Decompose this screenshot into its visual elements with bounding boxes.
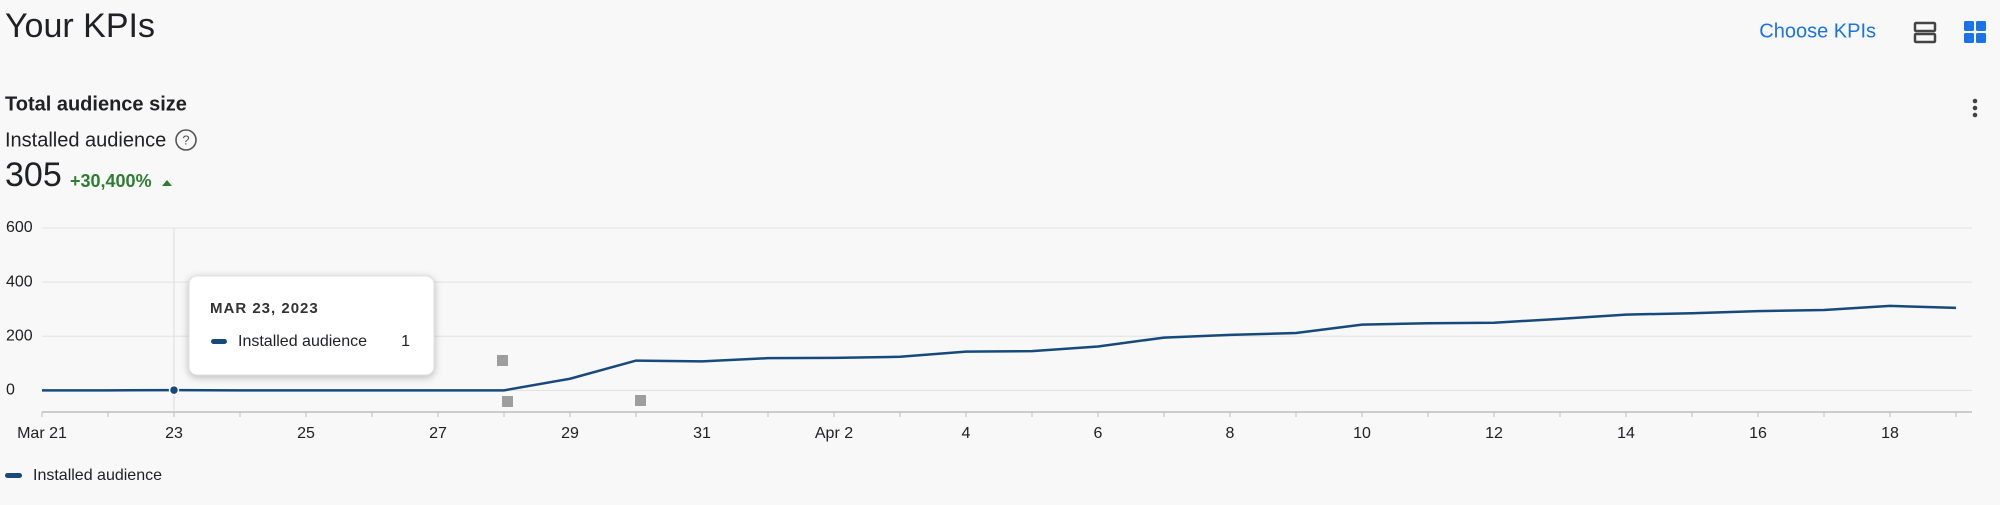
x-tick-label: 12 [1485, 425, 1503, 442]
help-icon[interactable]: ? [175, 129, 197, 151]
x-tick-label: 25 [297, 425, 315, 442]
x-tick-label: 4 [962, 425, 971, 442]
x-tick-label: 6 [1094, 425, 1103, 442]
card-title: Total audience size [5, 93, 187, 115]
tooltip: MAR 23, 2023 Installed audience 1 [188, 275, 435, 376]
x-tick-label: Mar 21 [17, 425, 67, 442]
x-tick-label: 8 [1226, 425, 1235, 442]
tooltip-swatch [211, 339, 227, 344]
list-view-icon[interactable] [1913, 21, 1937, 44]
x-tick-label: Apr 2 [815, 425, 853, 442]
y-tick-label: 600 [6, 219, 33, 236]
annotation-marker[interactable] [497, 355, 508, 366]
y-tick-label: 0 [6, 382, 15, 399]
page-title: Your KPIs [5, 7, 155, 45]
more-menu[interactable] [1972, 98, 1978, 118]
x-tick-label: 14 [1617, 425, 1635, 442]
legend-swatch [5, 473, 22, 478]
svg-text:?: ? [182, 132, 189, 147]
x-tick-label: 16 [1749, 425, 1767, 442]
x-tick-label: 31 [693, 425, 711, 442]
metric-value: 305 [5, 156, 62, 194]
annotation-marker[interactable] [502, 396, 513, 407]
y-tick-label: 200 [6, 327, 33, 344]
x-tick-label: 29 [561, 425, 579, 442]
metric-change: +30,400% [70, 171, 152, 191]
x-tick-label: 23 [165, 425, 183, 442]
x-tick-label: 27 [429, 425, 447, 442]
x-tick-label: 10 [1353, 425, 1371, 442]
tooltip-value: 1 [401, 333, 410, 350]
metric-name: Installed audience [5, 129, 166, 151]
legend-label: Installed audience [33, 467, 162, 484]
choose-kpis-link[interactable]: Choose KPIs [1759, 20, 1876, 42]
tooltip-date: MAR 23, 2023 [210, 300, 319, 317]
tooltip-series: Installed audience [238, 333, 367, 350]
x-tick-label: 18 [1881, 425, 1899, 442]
annotation-marker[interactable] [635, 395, 646, 406]
data-line [42, 304, 1957, 392]
hover-point [168, 384, 180, 396]
grid-view-icon[interactable] [1964, 21, 1986, 43]
y-tick-label: 400 [6, 273, 33, 290]
up-arrow [162, 180, 172, 186]
